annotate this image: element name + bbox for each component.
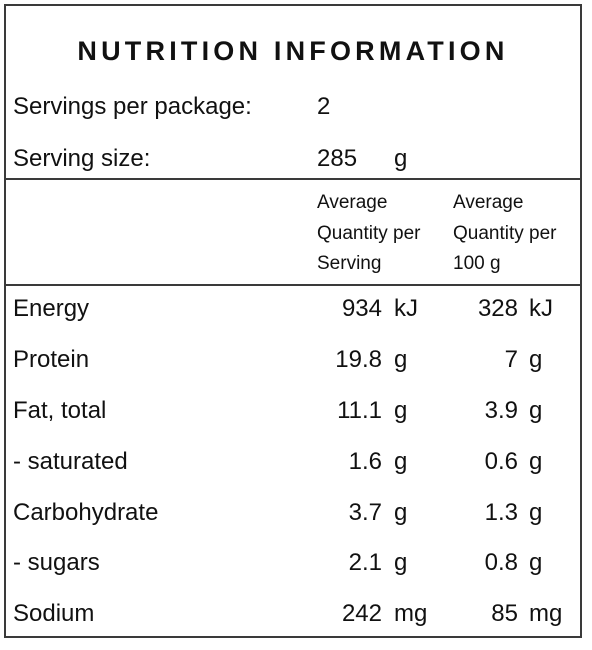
nutrient-row-saturated: - saturated 1.6 g 0.6 g — [6, 442, 580, 482]
per-serving-unit: kJ — [394, 295, 418, 322]
nutrient-name: Fat, total — [13, 397, 107, 424]
nutrient-name: Carbohydrate — [13, 499, 159, 526]
per-serving-value: 934 — [341, 295, 382, 322]
per-serving-unit: g — [394, 448, 408, 475]
servings-per-package-value: 2 — [317, 93, 331, 120]
per-serving-unit: g — [394, 397, 408, 424]
per-serving-unit: g — [394, 499, 408, 526]
per-100g-unit: g — [529, 346, 543, 373]
per-100g-unit: mg — [529, 600, 563, 627]
nutrient-row-sugars: - sugars 2.1 g 0.8 g — [6, 543, 580, 583]
per-serving-value: 3.7 — [348, 499, 382, 526]
per-100g-value: 0.8 — [484, 549, 518, 576]
header-divider — [6, 178, 580, 180]
nutrient-name: Energy — [13, 295, 90, 322]
column-header-line: Quantity per — [317, 222, 421, 244]
nutrient-row-protein: Protein 19.8 g 7 g — [6, 340, 580, 380]
nutrient-row-energy: Energy 934 kJ 328 kJ — [6, 289, 580, 329]
per-100g-unit: g — [529, 397, 543, 424]
column-header-per-100g: Average Quantity per 100 g — [453, 188, 557, 280]
nutrient-name: - saturated — [13, 448, 128, 475]
per-serving-value: 2.1 — [348, 549, 382, 576]
servings-per-package-label: Servings per package: — [13, 93, 252, 120]
column-header-line: Quantity per — [453, 222, 557, 244]
nutrient-name: - sugars — [13, 549, 100, 576]
per-100g-value: 0.6 — [484, 448, 518, 475]
nutrient-row-fat-total: Fat, total 11.1 g 3.9 g — [6, 391, 580, 431]
column-header-per-serving: Average Quantity per Serving — [317, 188, 421, 280]
per-serving-value: 11.1 — [337, 397, 382, 424]
per-100g-value: 3.9 — [484, 397, 518, 424]
column-header-line: Average — [453, 192, 524, 213]
per-100g-value: 1.3 — [484, 499, 518, 526]
nutrient-row-carbohydrate: Carbohydrate 3.7 g 1.3 g — [6, 493, 580, 533]
serving-size-label: Serving size: — [13, 145, 151, 172]
column-header-line: 100 g — [453, 253, 501, 274]
per-100g-value: 328 — [477, 295, 518, 322]
panel-title: NUTRITION INFORMATION — [77, 36, 509, 66]
per-serving-value: 19.8 — [335, 346, 382, 373]
per-serving-value: 1.6 — [348, 448, 382, 475]
serving-size-value: 285 — [317, 145, 358, 172]
table-divider — [6, 284, 580, 286]
serving-size-unit: g — [394, 145, 408, 172]
column-header-line: Serving — [317, 253, 382, 274]
per-serving-unit: g — [394, 346, 408, 373]
per-100g-unit: kJ — [529, 295, 553, 322]
per-serving-unit: mg — [394, 600, 428, 627]
nutrient-name: Protein — [13, 346, 90, 373]
nutrient-name: Sodium — [13, 600, 95, 627]
per-100g-value: 85 — [491, 600, 518, 627]
per-serving-value: 242 — [341, 600, 382, 627]
per-100g-value: 7 — [504, 346, 518, 373]
per-100g-unit: g — [529, 499, 543, 526]
nutrient-row-sodium: Sodium 242 mg 85 mg — [6, 594, 580, 634]
nutrition-panel: NUTRITION INFORMATION Servings per packa… — [4, 4, 582, 638]
per-100g-unit: g — [529, 448, 543, 475]
per-100g-unit: g — [529, 549, 543, 576]
per-serving-unit: g — [394, 549, 408, 576]
column-header-line: Average — [317, 192, 388, 213]
